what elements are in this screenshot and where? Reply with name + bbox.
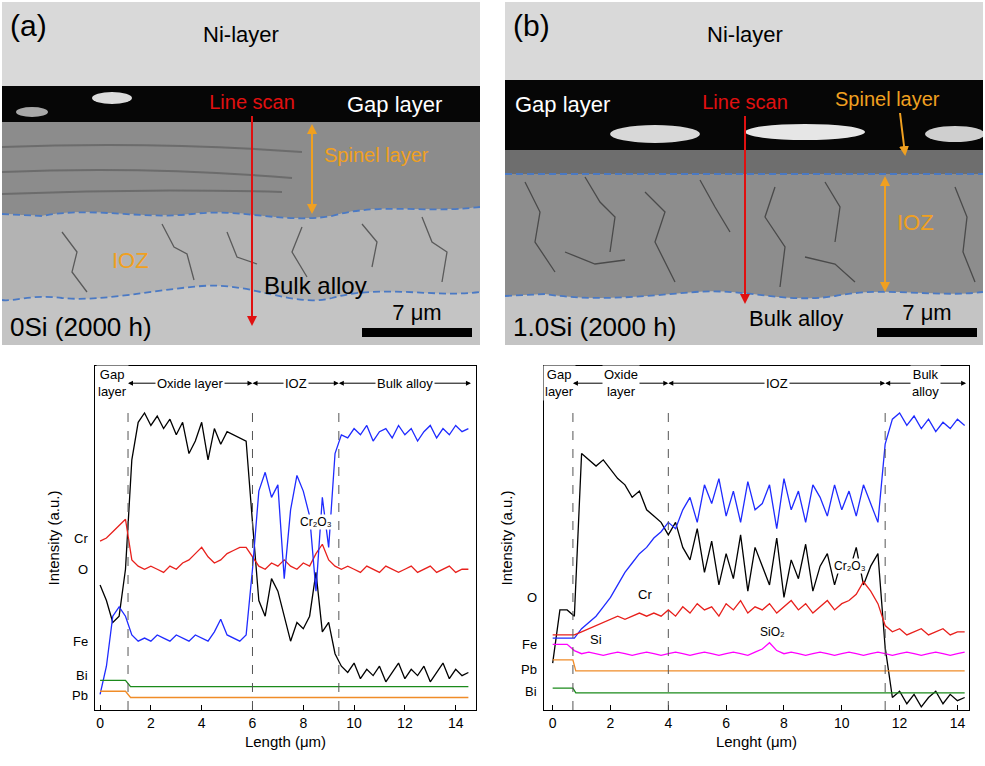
svg-text:Si: Si — [590, 632, 602, 647]
svg-text:Bi: Bi — [525, 684, 537, 699]
svg-text:Intensity (a.u.): Intensity (a.u.) — [498, 490, 515, 585]
svg-text:(b): (b) — [513, 9, 550, 42]
svg-text:IOZ: IOZ — [897, 210, 934, 235]
svg-text:14: 14 — [448, 715, 464, 731]
svg-text:Cr₂O₃: Cr₂O₃ — [300, 515, 332, 529]
svg-text:Spinel layer: Spinel layer — [324, 144, 429, 166]
svg-text:7 μm: 7 μm — [392, 300, 441, 325]
svg-text:0Si (2000 h): 0Si (2000 h) — [10, 312, 152, 342]
svg-text:SiO₂: SiO₂ — [760, 625, 785, 639]
svg-text:Gap layer: Gap layer — [347, 92, 442, 117]
svg-text:Pb: Pb — [72, 688, 88, 703]
svg-text:12: 12 — [892, 715, 908, 731]
svg-text:Oxidelayer: Oxidelayer — [604, 367, 638, 399]
svg-text:Length (μm): Length (μm) — [245, 733, 326, 750]
svg-text:Gaplayer: Gaplayer — [545, 367, 574, 399]
svg-text:Cr₂O₃: Cr₂O₃ — [834, 559, 866, 573]
svg-text:IOZ: IOZ — [285, 376, 307, 391]
svg-text:Bulk alloy: Bulk alloy — [377, 376, 433, 391]
svg-text:Bulk alloy: Bulk alloy — [749, 306, 843, 331]
svg-text:14: 14 — [950, 715, 966, 731]
svg-text:IOZ: IOZ — [766, 376, 788, 391]
svg-text:6: 6 — [249, 715, 257, 731]
svg-text:O: O — [78, 562, 88, 577]
svg-text:(a): (a) — [10, 9, 47, 42]
svg-text:Cr: Cr — [638, 587, 652, 602]
svg-text:Fe: Fe — [73, 634, 88, 649]
svg-text:6: 6 — [722, 715, 730, 731]
svg-text:0: 0 — [549, 715, 557, 731]
svg-text:7 μm: 7 μm — [902, 300, 951, 325]
svg-text:Fe: Fe — [522, 637, 537, 652]
svg-text:Gap layer: Gap layer — [515, 92, 610, 117]
svg-text:8: 8 — [299, 715, 307, 731]
svg-text:2: 2 — [607, 715, 615, 731]
svg-text:Lenght (μm): Lenght (μm) — [716, 733, 797, 750]
svg-text:Line scan: Line scan — [209, 91, 295, 113]
svg-text:Cr: Cr — [74, 531, 88, 546]
svg-text:Spinel layer: Spinel layer — [835, 88, 940, 110]
svg-text:10: 10 — [346, 715, 362, 731]
svg-text:0: 0 — [96, 715, 104, 731]
svg-text:Intensity (a.u.): Intensity (a.u.) — [45, 490, 62, 585]
svg-text:Oxide layer: Oxide layer — [157, 376, 223, 391]
svg-text:IOZ: IOZ — [112, 248, 149, 273]
svg-text:10: 10 — [834, 715, 850, 731]
svg-text:8: 8 — [780, 715, 788, 731]
svg-text:Bi: Bi — [76, 668, 88, 683]
svg-text:1.0Si (2000 h): 1.0Si (2000 h) — [513, 312, 676, 342]
svg-text:Pb: Pb — [521, 662, 537, 677]
svg-text:O: O — [527, 590, 537, 605]
svg-text:12: 12 — [397, 715, 413, 731]
svg-text:4: 4 — [664, 715, 672, 731]
svg-text:Line scan: Line scan — [702, 91, 788, 113]
svg-text:Gaplayer: Gaplayer — [98, 367, 127, 399]
svg-text:4: 4 — [198, 715, 206, 731]
svg-text:2: 2 — [147, 715, 155, 731]
svg-text:Ni-layer: Ni-layer — [203, 22, 279, 47]
svg-text:Bulk alloy: Bulk alloy — [264, 272, 367, 299]
svg-text:Ni-layer: Ni-layer — [707, 22, 783, 47]
svg-text:Bulkalloy: Bulkalloy — [912, 367, 939, 399]
